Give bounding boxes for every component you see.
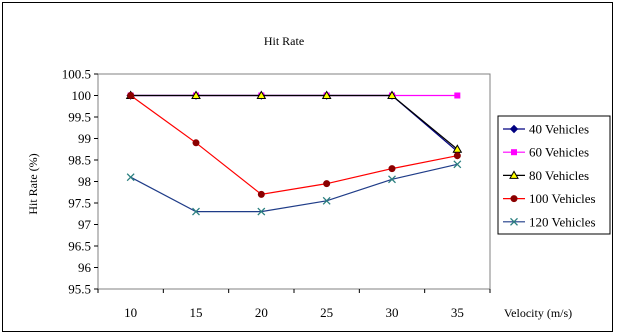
legend-marker	[511, 149, 517, 156]
legend-label: 120 Vehicles	[529, 214, 596, 229]
data-point	[323, 180, 331, 188]
data-point	[257, 207, 266, 216]
x-tick-label: 15	[190, 305, 203, 320]
data-point	[127, 92, 135, 99]
legend-marker	[509, 124, 519, 134]
data-point	[388, 165, 396, 173]
x-tick-label: 35	[451, 305, 464, 320]
legend-marker	[509, 170, 519, 179]
legend-marker	[510, 195, 518, 203]
data-point	[321, 90, 332, 99]
x-axis-title: Velocity (m/s)	[504, 306, 572, 320]
data-point	[192, 139, 200, 147]
y-tick-label: 98.5	[68, 153, 91, 168]
data-point	[126, 173, 135, 182]
chart-title: Hit Rate	[264, 34, 304, 48]
legend-marker	[510, 217, 518, 226]
chart-frame	[2, 2, 613, 332]
x-tick-label: 20	[255, 305, 268, 320]
legend-item: 60 Vehicles	[503, 145, 589, 160]
y-tick-label: 100	[72, 88, 92, 103]
y-tick-label: 97	[78, 217, 92, 232]
y-tick-label: 100.5	[62, 67, 91, 82]
series-line	[130, 94, 458, 152]
series-80-vehicles	[125, 90, 463, 153]
data-point	[256, 90, 267, 99]
plot-area: 100.5 100 99.5 99 98.5 98 97.5 97 96.5 96 95.5 10 15…	[62, 67, 491, 320]
y-axis-title: Hit Rate (%)	[26, 153, 40, 214]
data-point	[453, 160, 462, 169]
series-line	[130, 163, 458, 213]
data-point	[454, 92, 461, 99]
y-tick-label: 98	[78, 174, 91, 189]
series-120-vehicles	[126, 160, 462, 216]
y-tick-label: 99	[78, 131, 91, 146]
x-tick-label: 10	[124, 305, 137, 320]
y-tick-label: 95.5	[68, 282, 91, 297]
series-line	[130, 94, 458, 150]
data-point	[322, 196, 331, 205]
y-tick-label: 97.5	[68, 196, 91, 211]
data-point	[387, 90, 397, 99]
legend-label: 60 Vehicles	[529, 145, 589, 160]
legend-item: 120 Vehicles	[503, 214, 596, 229]
legend-item: 100 Vehicles	[503, 191, 596, 206]
plot-border	[97, 73, 491, 290]
series-line	[130, 95, 458, 196]
series-40-vehicles	[126, 91, 462, 156]
legend-item: 80 Vehicles	[503, 168, 589, 183]
y-tick-label: 96	[78, 260, 92, 275]
legend-label: 40 Vehicles	[529, 122, 589, 137]
y-tick-label: 96.5	[68, 239, 91, 254]
data-point	[191, 90, 201, 99]
data-point	[192, 207, 200, 216]
x-tick-label: 30	[386, 305, 399, 320]
legend-item: 40 Vehicles	[503, 122, 589, 137]
x-tick-label: 25	[320, 305, 333, 320]
data-point	[388, 175, 396, 184]
legend-label: 100 Vehicles	[529, 191, 596, 206]
legend: 40 Vehicles 60 Vehicles 80 Vehicles 100 Veh…	[497, 115, 611, 235]
data-point	[453, 152, 461, 160]
y-tick-label: 99.5	[68, 110, 91, 125]
legend-label: 80 Vehicles	[529, 168, 589, 183]
data-point	[257, 190, 265, 198]
series-100-vehicles	[127, 92, 461, 198]
